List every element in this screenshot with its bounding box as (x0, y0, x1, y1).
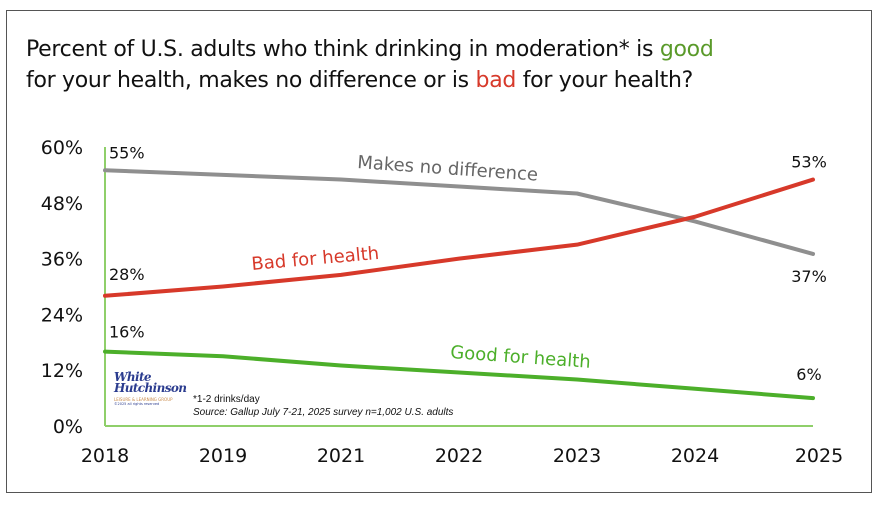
white-hutchinson-logo: White Hutchinson LEISURE & LEARNING GROU… (114, 370, 192, 418)
chart-frame (6, 10, 872, 493)
series-name-label: Good for health (450, 342, 592, 373)
footnote: *1-2 drinks/day (193, 394, 260, 405)
y-tick-label: 24% (41, 304, 83, 326)
x-tick-label: 2025 (795, 445, 843, 467)
title-text-3: for your health? (516, 68, 694, 93)
x-tick-label: 2023 (553, 445, 601, 467)
start-value-label: 28% (109, 265, 145, 284)
y-tick-label: 36% (41, 249, 83, 271)
x-tick-label: 2024 (671, 445, 719, 467)
x-tick-label: 2021 (317, 445, 365, 467)
title-text-2: for your health, makes no difference or … (26, 68, 476, 93)
title-bad-word: bad (475, 68, 517, 93)
end-value-label: 6% (796, 365, 821, 384)
y-tick-label: 48% (41, 193, 83, 215)
logo-tagline: LEISURE & LEARNING GROUP (114, 397, 173, 402)
start-value-label: 55% (109, 143, 145, 162)
start-value-label: 16% (109, 323, 145, 342)
x-tick-label: 2022 (435, 445, 483, 467)
y-tick-label: 12% (41, 360, 83, 382)
end-value-label: 53% (791, 153, 827, 172)
series-line-bad-for-health (103, 177, 815, 298)
logo-line1: White (114, 370, 152, 384)
x-tick-label: 2019 (199, 445, 247, 467)
y-tick-label: 0% (53, 416, 83, 438)
logo-rights: ©2025 all rights reserved (114, 402, 160, 406)
series-line-good-for-health (103, 349, 815, 401)
end-value-label: 37% (791, 267, 827, 286)
y-tick-label: 60% (41, 137, 83, 159)
chart-title: Percent of U.S. adults who think drinkin… (26, 34, 714, 96)
chart-notes: *1-2 drinks/day Source: Gallup July 7-21… (193, 393, 453, 419)
source-note: Source: Gallup July 7-21, 2025 survey n=… (193, 407, 454, 418)
logo-line2: Hutchinson (114, 381, 187, 395)
x-tick-label: 2018 (81, 445, 129, 467)
title-good-word: good (659, 37, 714, 62)
series-line-makes-no-difference (103, 168, 815, 256)
title-text-1: Percent of U.S. adults who think drinkin… (26, 37, 660, 62)
